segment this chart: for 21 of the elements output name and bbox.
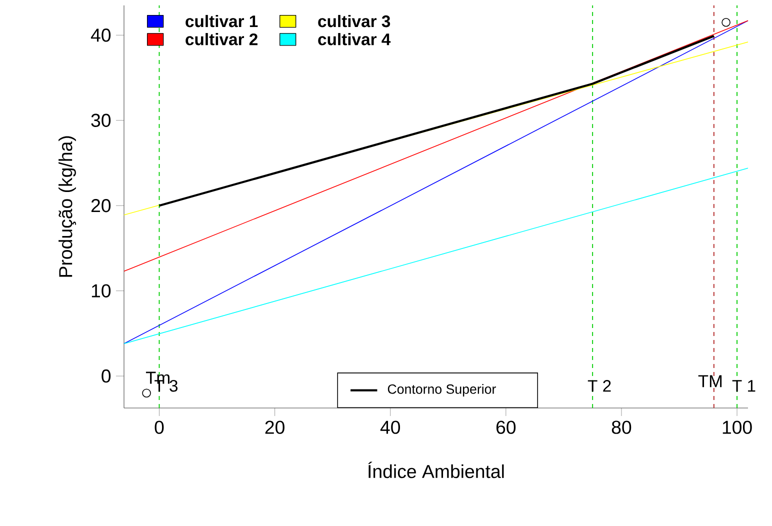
- x-tick-label: 0: [154, 420, 164, 434]
- x-tick-label: 40: [380, 420, 400, 434]
- legend-label: cultivar 4: [318, 33, 391, 46]
- x-tick-label: 60: [496, 420, 516, 434]
- annotation: TM: [698, 375, 722, 388]
- y-tick-label: 0: [102, 369, 111, 383]
- x-tick-label: 100: [722, 420, 752, 434]
- legend-label: cultivar 2: [186, 33, 258, 46]
- x-tick-label: 80: [612, 420, 632, 434]
- legend-label: Contorno Superior: [388, 384, 496, 396]
- x-tick-label: 20: [265, 420, 284, 434]
- y-tick-label: 10: [92, 284, 111, 298]
- ref-line-label: T 1: [732, 380, 756, 392]
- legend-label: cultivar 1: [186, 14, 258, 28]
- legend-label: cultivar 3: [318, 14, 390, 28]
- y-tick-label: 30: [91, 114, 111, 127]
- ref-line-label: T 2: [588, 380, 611, 392]
- y-axis-title: Produção (kg/ha): [58, 136, 76, 277]
- y-tick-label: 20: [91, 198, 111, 212]
- x-axis-title: Índice Ambiental: [368, 462, 504, 478]
- y-tick-label: 40: [90, 28, 111, 42]
